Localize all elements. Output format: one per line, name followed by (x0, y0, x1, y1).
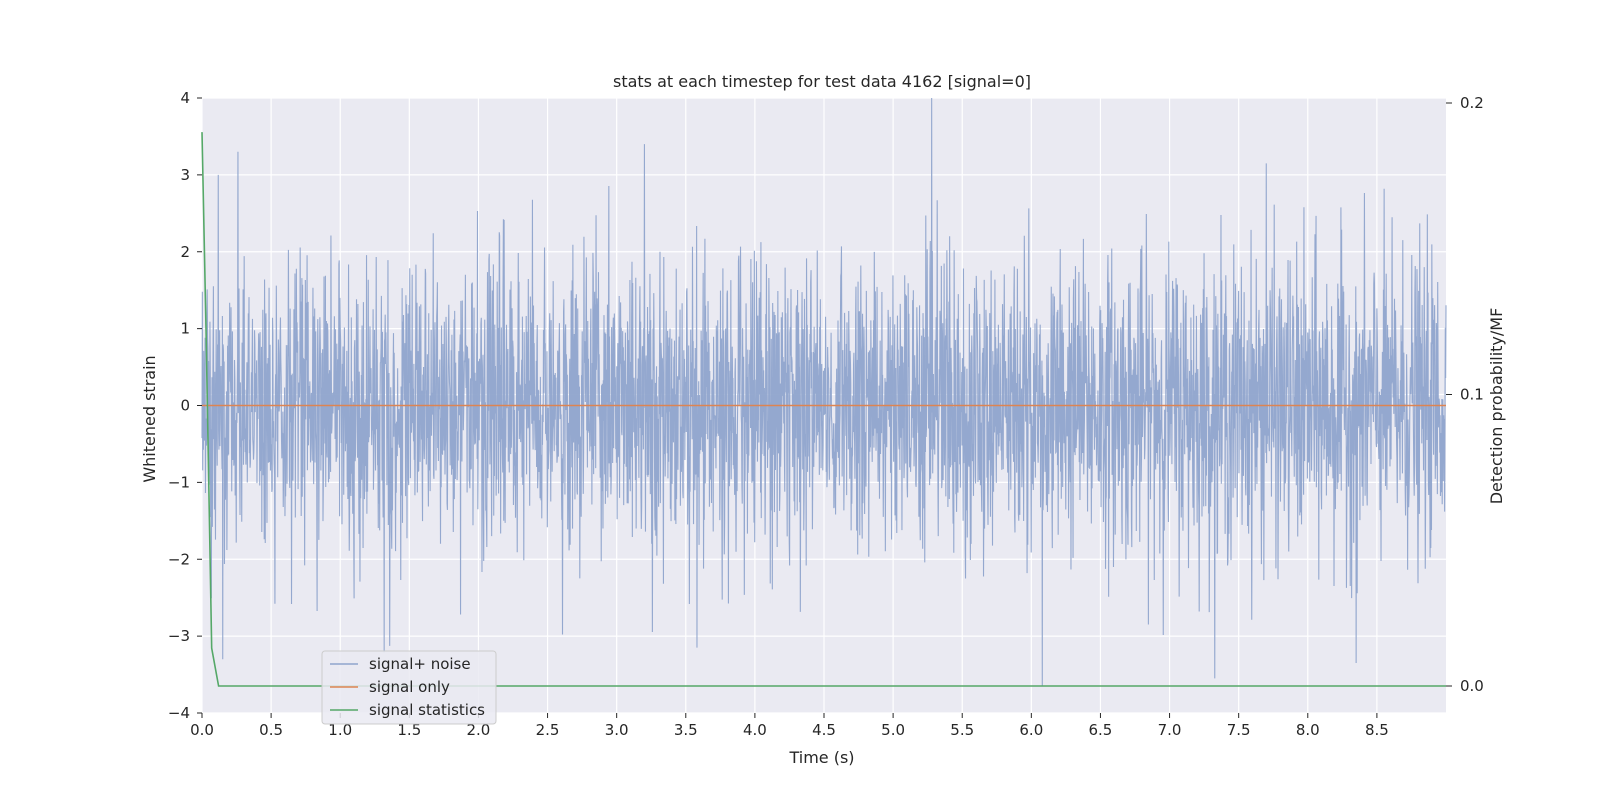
legend-label-signal-statistics: signal statistics (369, 701, 485, 719)
y2-axis-ticks: 0.2 0.1 0.0 (1446, 94, 1484, 695)
x-tick-label: 2.5 (536, 721, 560, 739)
series-signal-statistics-line (201, 132, 1446, 687)
x-tick-label: 1.0 (328, 721, 352, 739)
x-tick-label: 0.0 (190, 721, 214, 739)
series-signal-noise-line (201, 97, 1447, 687)
legend-label-signal-only: signal only (369, 678, 450, 696)
x-axis-label: Time (s) (788, 748, 854, 767)
x-tick-label: 4.5 (812, 721, 836, 739)
x-axis-ticks: 0.0 0.5 1.0 1.5 2.0 2.5 3.0 3.5 4.0 4.5 5.0 5.5 6.0 6… (190, 713, 1389, 739)
legend-box (321, 650, 497, 725)
x-tick-label: 6.5 (1089, 721, 1113, 739)
x-tick-label: 6.0 (1019, 721, 1043, 739)
y-tick-label: 1 (180, 320, 190, 338)
legend: signal+ noise signal only signal statist… (321, 650, 497, 725)
y-tick-label: −2 (168, 550, 190, 568)
y-tick-label: −1 (168, 473, 190, 491)
legend-label-signal-noise: signal+ noise (369, 655, 471, 673)
y-tick-label: −4 (168, 704, 190, 722)
y2-tick-label: 0.2 (1460, 94, 1484, 112)
x-tick-label: 5.0 (881, 721, 905, 739)
y2-tick-label: 0.0 (1460, 677, 1484, 695)
y-axis-label: Whitened strain (140, 355, 159, 482)
x-tick-label: 8.0 (1296, 721, 1320, 739)
y-axis-ticks: 4 3 2 1 0 −1 −2 −3 −4 (168, 89, 202, 722)
y-tick-label: 2 (180, 243, 190, 261)
x-tick-label: 8.5 (1365, 721, 1389, 739)
y-tick-label: 3 (180, 166, 190, 184)
y2-tick-label: 0.1 (1460, 386, 1484, 404)
y-tick-label: 0 (180, 397, 190, 415)
x-tick-label: 1.5 (397, 721, 421, 739)
y-tick-label: −3 (168, 627, 190, 645)
chart-title: stats at each timestep for test data 416… (613, 72, 1031, 91)
x-tick-label: 7.5 (1227, 721, 1251, 739)
x-tick-label: 7.0 (1158, 721, 1182, 739)
x-tick-label: 3.5 (674, 721, 698, 739)
x-tick-label: 4.0 (743, 721, 767, 739)
series-signal-statistics (201, 132, 1446, 687)
x-tick-label: 0.5 (259, 721, 283, 739)
x-tick-label: 3.0 (605, 721, 629, 739)
x-tick-label: 2.0 (467, 721, 491, 739)
y2-axis-label: Detection probability/MF (1487, 308, 1506, 505)
x-tick-label: 5.5 (950, 721, 974, 739)
series-signal-noise (201, 97, 1447, 687)
y-tick-label: 4 (180, 89, 190, 107)
